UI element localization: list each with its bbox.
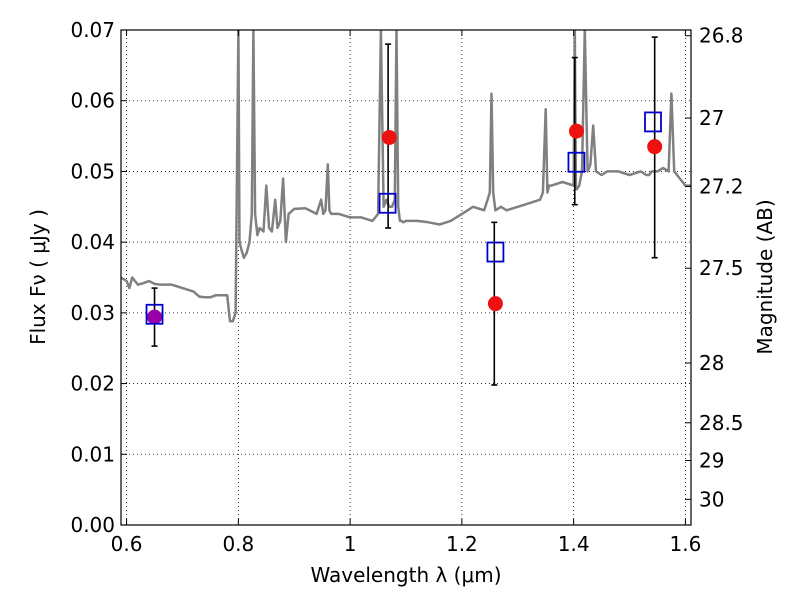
plot-border — [120, 29, 692, 526]
observed-point — [647, 139, 663, 155]
x-tick-label: 0.6 — [111, 532, 143, 556]
model-point — [145, 303, 164, 325]
model-point — [486, 241, 505, 263]
y-tick-label: 0.05 — [70, 159, 115, 183]
right-tick-label: 27.5 — [699, 256, 744, 280]
y-tick-label: 0.01 — [70, 442, 115, 466]
x-tick-label: 1.2 — [446, 532, 478, 556]
right-tick-label: 27.2 — [699, 175, 744, 199]
right-tick-label: 27 — [699, 106, 724, 130]
x-tick-label: 0.8 — [222, 532, 254, 556]
y-axis-left-label: Flux Fν ( μJy ) — [26, 209, 50, 345]
model-point — [644, 111, 662, 133]
x-axis-label: Wavelength λ (μm) — [310, 563, 501, 587]
x-axis: 0.6 0.8 1 1.2 1.4 1.6 — [111, 30, 702, 556]
y-tick-label: 0.03 — [70, 301, 115, 325]
axes-frame — [120, 29, 692, 526]
model-point — [378, 192, 397, 214]
x-tick-label: 1.4 — [558, 532, 590, 556]
observed-point — [381, 129, 397, 145]
right-tick-label: 29 — [699, 449, 724, 473]
right-tick-label: 28.5 — [699, 411, 744, 435]
right-tick-label: 28 — [699, 351, 724, 375]
y-axis-right: 26.8 27 27.2 27.5 28 28.5 29 30 — [685, 24, 744, 511]
y-tick-label: 0.02 — [70, 372, 115, 396]
right-tick-label: 26.8 — [699, 24, 744, 48]
x-tick-label: 1.6 — [670, 532, 702, 556]
x-tick-label: 1 — [344, 532, 357, 556]
model-point — [567, 151, 586, 173]
observed-point — [147, 309, 163, 325]
y-axis-right-label: Magnitude (AB) — [753, 199, 777, 354]
y-tick-label: 0.00 — [70, 513, 115, 537]
observed-point — [568, 123, 584, 139]
y-tick-label: 0.06 — [70, 89, 115, 113]
observed-point — [487, 296, 503, 312]
y-tick-label: 0.07 — [70, 18, 115, 42]
y-tick-label: 0.04 — [70, 230, 115, 254]
y-axis-left: 0.00 0.01 0.02 0.03 0.04 0.05 0.06 0.07 — [70, 18, 127, 537]
plot-area — [121, 30, 691, 386]
right-tick-label: 30 — [699, 487, 724, 511]
